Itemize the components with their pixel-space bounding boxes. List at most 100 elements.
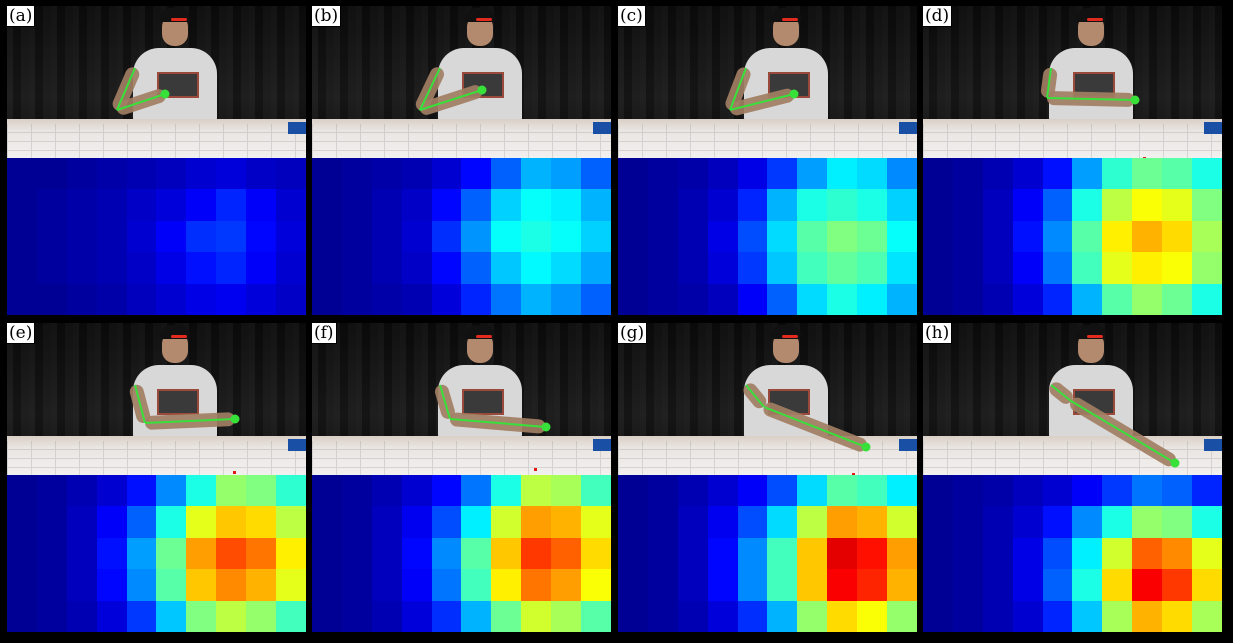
heatmap-cell xyxy=(246,158,277,190)
heatmap-cell xyxy=(96,158,127,190)
heatmap-cell xyxy=(7,220,37,253)
heatmap-cell xyxy=(1162,220,1193,253)
heatmap-cell xyxy=(66,475,97,507)
heatmap-cell xyxy=(431,252,462,284)
heatmap-cell xyxy=(66,189,97,221)
heatmap-cell xyxy=(1102,283,1133,315)
heatmap-cell xyxy=(312,600,342,632)
heatmap-cell xyxy=(66,220,97,253)
heatmap-cell xyxy=(737,475,768,507)
heatmap-cell xyxy=(647,569,678,601)
heatmap-cell xyxy=(216,569,247,601)
heatmap-cell xyxy=(36,537,67,570)
heatmap-cell xyxy=(677,283,708,315)
heatmap-cell xyxy=(36,252,67,284)
heatmap-cell xyxy=(1132,189,1163,221)
heatmap-cell xyxy=(1012,252,1043,284)
heatmap-cell xyxy=(276,569,306,601)
heatmap-cell xyxy=(371,475,402,507)
heatmap-cell xyxy=(952,252,983,284)
heatmap-cell xyxy=(491,283,522,315)
heatmap-cell xyxy=(491,537,522,570)
heatmap-cell xyxy=(737,189,768,221)
heatmap-cell xyxy=(371,600,402,632)
heatmap-cell xyxy=(341,283,372,315)
heatmap-cell xyxy=(96,189,127,221)
heatmap-cell xyxy=(461,220,492,253)
heatmap-cell xyxy=(66,506,97,538)
heatmap-cell xyxy=(767,158,798,190)
heatmap-cell xyxy=(1192,600,1222,632)
heatmap-cell xyxy=(7,252,37,284)
table-edge-object xyxy=(288,439,306,451)
heatmap-cell xyxy=(96,475,127,507)
heatmap xyxy=(923,158,1222,315)
heatmap-cell xyxy=(1072,252,1103,284)
heatmap-cell xyxy=(677,537,708,570)
face-keypoint-marker xyxy=(782,18,798,21)
heatmap-cell xyxy=(7,506,37,538)
heatmap-cell xyxy=(581,569,611,601)
heatmap-cell xyxy=(737,283,768,315)
heatmap-cell xyxy=(618,252,648,284)
camera-frame xyxy=(312,6,611,158)
heatmap-cell xyxy=(581,220,611,253)
heatmap-cell xyxy=(401,600,432,632)
heatmap-cell xyxy=(66,252,97,284)
heatmap-cell xyxy=(216,283,247,315)
heatmap-cell xyxy=(1192,283,1222,315)
heatmap-cell xyxy=(1102,506,1133,538)
heatmap-cell xyxy=(923,252,953,284)
heatmap-cell xyxy=(1072,569,1103,601)
camera-frame xyxy=(312,323,611,475)
figure-panel: (c) xyxy=(618,6,917,315)
heatmap-cell xyxy=(982,537,1013,570)
heatmap-cell xyxy=(401,569,432,601)
table-surface xyxy=(7,436,306,475)
heatmap-cell xyxy=(827,569,858,601)
table-surface xyxy=(7,119,306,158)
heatmap-cell xyxy=(618,189,648,221)
heatmap-cell xyxy=(857,569,888,601)
heatmap-cell xyxy=(371,506,402,538)
heatmap-cell xyxy=(96,220,127,253)
panel-label: (d) xyxy=(923,6,953,27)
heatmap-cell xyxy=(1042,537,1073,570)
heatmap-cell xyxy=(1042,158,1073,190)
panel-label: (a) xyxy=(7,6,36,27)
heatmap-cell xyxy=(1072,283,1103,315)
heatmap-cell xyxy=(461,600,492,632)
heatmap-cell xyxy=(216,252,247,284)
heatmap-cell xyxy=(156,220,187,253)
heatmap-cell xyxy=(401,475,432,507)
heatmap-cell xyxy=(827,220,858,253)
heatmap xyxy=(7,475,306,632)
heatmap-cell xyxy=(707,569,738,601)
heatmap-cell xyxy=(581,475,611,507)
heatmap-cell xyxy=(1192,252,1222,284)
heatmap-cell xyxy=(887,569,917,601)
heatmap-cell xyxy=(216,506,247,538)
heatmap-cell xyxy=(737,252,768,284)
heatmap-cell xyxy=(982,506,1013,538)
face-keypoint-marker xyxy=(476,18,492,21)
heatmap-cell xyxy=(7,537,37,570)
figure-panel: (a) xyxy=(7,6,306,315)
heatmap-cell xyxy=(491,252,522,284)
table-grid-lines xyxy=(312,441,611,475)
table-grid-lines xyxy=(7,124,306,158)
heatmap-cell xyxy=(126,569,157,601)
heatmap-cell xyxy=(1042,475,1073,507)
heatmap-cell xyxy=(401,283,432,315)
heatmap-cell xyxy=(887,158,917,190)
camera-frame xyxy=(618,323,917,475)
heatmap-cell xyxy=(401,158,432,190)
heatmap-cell xyxy=(1012,569,1043,601)
heatmap-cell xyxy=(551,220,582,253)
heatmap-cell xyxy=(551,569,582,601)
heatmap-cell xyxy=(341,252,372,284)
heatmap-cell xyxy=(857,283,888,315)
heatmap-cell xyxy=(312,283,342,315)
face-keypoint-marker xyxy=(782,335,798,338)
heatmap-cell xyxy=(982,475,1013,507)
